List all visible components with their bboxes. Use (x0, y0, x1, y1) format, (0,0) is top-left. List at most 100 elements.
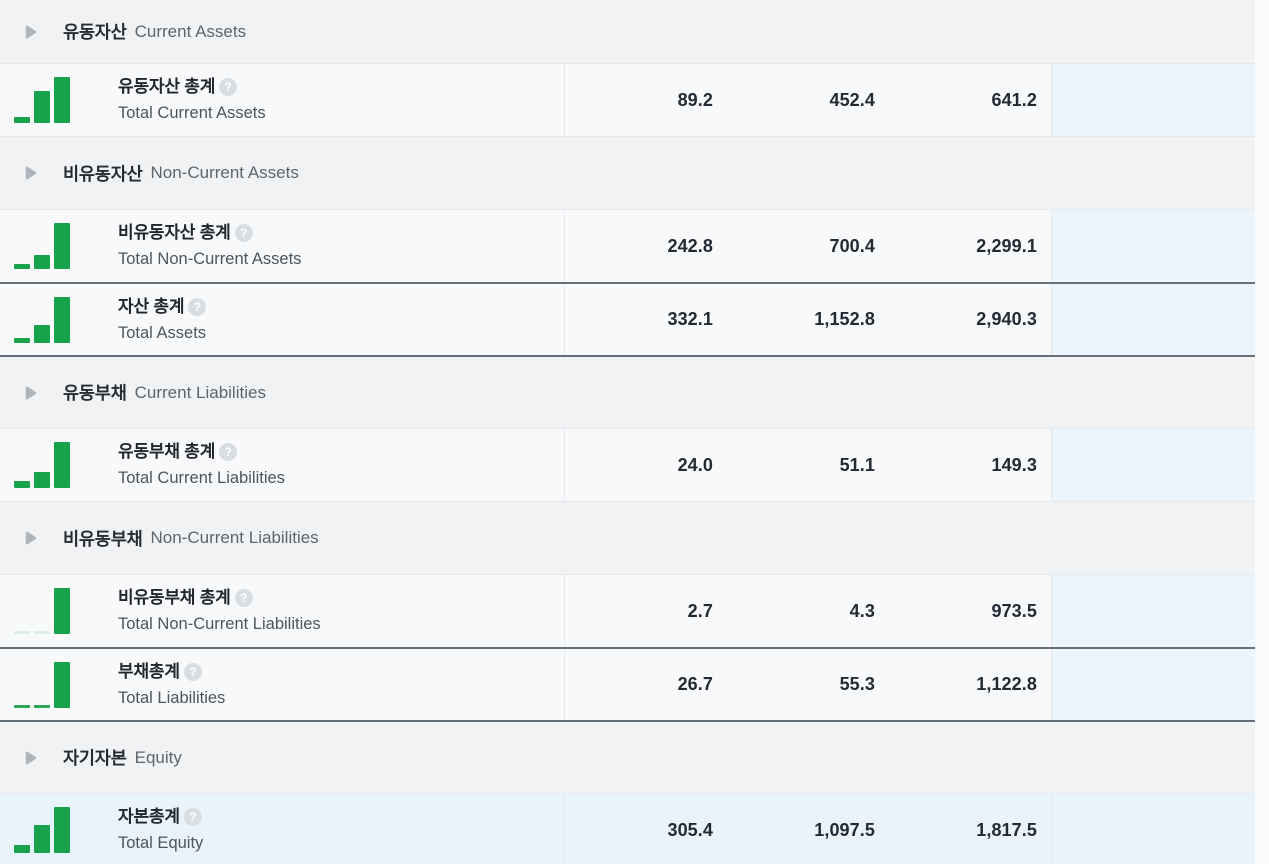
section-title-english: Current Liabilities (134, 382, 266, 402)
section-title-english: Non-Current Assets (150, 163, 299, 182)
value-period-2: 55.3 (839, 674, 875, 694)
section-title-english: Equity (134, 747, 182, 767)
metric-label-english: Total Equity (118, 834, 204, 852)
section-title-korean: 유동부채 (63, 383, 127, 403)
extra-period-cell (1051, 794, 1255, 864)
mini-bar (34, 91, 50, 123)
metric-label-korean: 자산 총계 (118, 296, 185, 316)
value-period-1: 24.0 (677, 454, 713, 475)
value-period-1: 242.8 (667, 235, 713, 256)
mini-bar (54, 223, 70, 269)
metric-label-korean: 유동자산 총계 (118, 77, 216, 96)
mini-bar (14, 264, 30, 269)
value-period-3: 149.3 (991, 454, 1037, 475)
value-period-3: 1,122.8 (976, 674, 1037, 694)
mini-bar (54, 588, 70, 634)
mini-bar (34, 324, 50, 343)
mini-bar (54, 296, 70, 343)
mini-bar (14, 337, 30, 343)
table-row-total-liabilities[interactable]: 부채총계 ? Total Liabilities 26.7 55.3 1,122… (0, 647, 1255, 720)
section-header-current-assets[interactable]: 유동자산 Current Assets (0, 0, 1255, 63)
metric-label-cell: 부채총계 ? Total Liabilities (118, 649, 565, 720)
value-period-2: 1,152.8 (814, 309, 875, 329)
extra-period-cell (1051, 284, 1255, 355)
section-title-korean: 유동자산 (63, 22, 127, 42)
extra-period-cell (1051, 210, 1255, 282)
extra-period-cell (1051, 64, 1255, 136)
value-period-2: 452.4 (829, 89, 875, 110)
section-header-non-current-assets[interactable]: 비유동자산 Non-Current Assets (0, 136, 1255, 209)
value-period-2: 4.3 (849, 600, 875, 621)
mini-bar (54, 442, 70, 488)
mini-bar-chart-icon (0, 794, 118, 864)
metric-label-korean: 비유동자산 총계 (118, 223, 231, 242)
value-period-2: 1,097.5 (814, 819, 875, 840)
mini-bar-chart-icon (0, 575, 118, 647)
help-icon[interactable]: ? (183, 662, 202, 681)
mini-bar (14, 845, 30, 853)
mini-bar (34, 255, 50, 269)
value-period-2: 51.1 (839, 454, 875, 475)
section-title-korean: 비유동부채 (63, 528, 143, 549)
mini-bar-chart-icon (0, 64, 118, 136)
metric-label-cell: 자산 총계 ? Total Assets (118, 284, 565, 355)
value-period-3: 973.5 (991, 600, 1037, 621)
extra-period-cell (1051, 575, 1255, 647)
table-row-total-assets[interactable]: 자산 총계 ? Total Assets 332.1 1,152.8 2,940… (0, 282, 1255, 355)
help-icon[interactable]: ? (219, 443, 238, 461)
value-period-3: 641.2 (991, 89, 1037, 110)
mini-bar (14, 704, 30, 708)
metric-label-korean: 유동부채 총계 (118, 442, 216, 461)
caret-right-icon (25, 166, 37, 180)
table-row-total-current-liabilities[interactable]: 유동부채 총계 ? Total Current Liabilities 24.0… (0, 428, 1255, 501)
help-icon[interactable]: ? (183, 808, 202, 826)
extra-period-cell (1051, 649, 1255, 720)
value-period-3: 2,940.3 (976, 309, 1037, 329)
value-period-3: 2,299.1 (976, 235, 1037, 256)
metric-label-cell: 비유동부채 총계 ? Total Non-Current Liabilities (118, 575, 565, 647)
table-row-total-non-current-liabilities[interactable]: 비유동부채 총계 ? Total Non-Current Liabilities… (0, 574, 1255, 647)
metric-label-korean: 부채총계 (118, 661, 180, 681)
value-period-3: 1,817.5 (976, 819, 1037, 840)
metric-label-cell: 비유동자산 총계 ? Total Non-Current Assets (118, 210, 565, 282)
metric-label-cell: 자본총계 ? Total Equity (118, 794, 565, 864)
metric-label-english: Total Assets (118, 323, 207, 342)
mini-bar (14, 117, 30, 123)
metric-label-cell: 유동자산 총계 ? Total Current Assets (118, 64, 565, 136)
value-period-1: 26.7 (677, 674, 713, 694)
section-title-korean: 자기자본 (63, 748, 127, 768)
help-icon[interactable]: ? (219, 78, 238, 96)
value-period-1: 89.2 (677, 89, 713, 110)
caret-right-icon (25, 386, 37, 400)
metric-label-english: Total Non-Current Liabilities (118, 615, 321, 633)
help-icon[interactable]: ? (188, 297, 207, 316)
metric-label-english: Total Liabilities (118, 688, 226, 707)
mini-bar (34, 704, 50, 708)
table-row-total-equity[interactable]: 자본총계 ? Total Equity 305.4 1,097.5 1,817.… (0, 793, 1255, 864)
mini-bar-chart-icon (0, 649, 118, 720)
mini-bar (14, 481, 30, 488)
mini-bar (54, 661, 70, 708)
metric-label-korean: 비유동부채 총계 (118, 588, 231, 607)
mini-bar (34, 631, 50, 634)
value-period-1: 332.1 (667, 309, 713, 329)
metric-label-english: Total Current Assets (118, 104, 266, 122)
help-icon[interactable]: ? (234, 589, 253, 607)
help-icon[interactable]: ? (234, 224, 253, 242)
mini-bar (54, 77, 70, 123)
value-period-1: 305.4 (667, 819, 713, 840)
section-title-korean: 비유동자산 (63, 163, 143, 184)
section-header-non-current-liabilities[interactable]: 비유동부채 Non-Current Liabilities (0, 501, 1255, 574)
metric-label-korean: 자본총계 (118, 807, 180, 826)
section-header-current-liabilities[interactable]: 유동부채 Current Liabilities (0, 355, 1255, 428)
table-row-total-current-assets[interactable]: 유동자산 총계 ? Total Current Assets 89.2 452.… (0, 63, 1255, 136)
section-title-english: Current Assets (134, 21, 247, 41)
metric-label-english: Total Current Liabilities (118, 469, 285, 487)
table-row-total-non-current-assets[interactable]: 비유동자산 총계 ? Total Non-Current Assets 242.… (0, 209, 1255, 282)
section-header-equity[interactable]: 자기자본 Equity (0, 720, 1255, 793)
mini-bar-chart-icon (0, 284, 118, 355)
extra-period-cell (1051, 429, 1255, 501)
metric-label-english: Total Non-Current Assets (118, 250, 302, 268)
